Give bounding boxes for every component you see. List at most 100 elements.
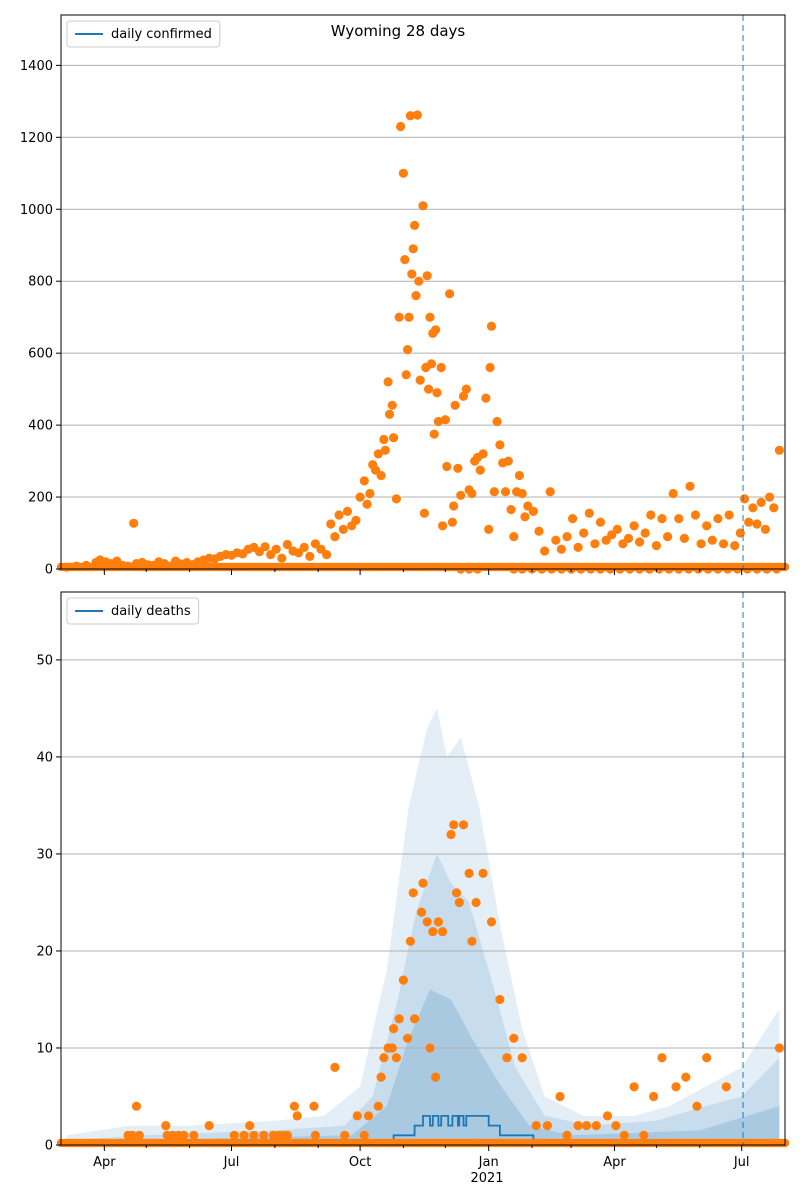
deaths-plot-frame (60, 591, 786, 1146)
deaths-data-point (449, 820, 459, 830)
figure-title: Wyoming 28 days (331, 22, 466, 40)
confirmed-data-point (410, 220, 420, 230)
deaths-data-point (517, 1053, 527, 1063)
confirmed-data-point (407, 269, 417, 279)
confirmed-data-point (355, 492, 365, 502)
deaths-panel: 0 10 20 30 40 50 Apr Jul Oct Jan Apr Jul daily deat… (36, 591, 790, 1170)
deaths-data-point (446, 829, 456, 840)
deaths-data-point (394, 1014, 404, 1024)
confirmed-data-point (730, 541, 740, 551)
confirmed-data-point (71, 561, 81, 571)
confirmed-data-point (629, 521, 639, 531)
confirmed-data-point (696, 539, 706, 549)
deaths-data-point (531, 1121, 541, 1131)
confirmed-data-point (489, 487, 499, 497)
confirmed-data-point (449, 501, 459, 511)
confirmed-data-point (495, 440, 505, 450)
confirmed-data-point (338, 524, 348, 535)
deaths-data-point (134, 1130, 144, 1140)
confirmed-data-point (517, 488, 527, 499)
deaths-data-point (502, 1053, 512, 1063)
deaths-y-tick-label: 10 (36, 1041, 53, 1056)
confirmed-data-point (528, 506, 539, 516)
deaths-data-point (363, 1111, 374, 1121)
confirmed-data-point (380, 445, 390, 455)
confirmed-data-point (590, 539, 600, 549)
deaths-data-point (292, 1111, 302, 1121)
confirmed-data-point (445, 289, 455, 299)
confirmed-legend-label: daily confirmed (111, 27, 212, 42)
confirmed-data-point (551, 535, 561, 545)
confirmed-data-point (365, 488, 375, 499)
deaths-data-point (692, 1101, 702, 1111)
confirmed-data-point (440, 415, 450, 425)
confirmed-legend: daily confirmed (66, 20, 221, 48)
confirmed-data-point (396, 121, 406, 132)
confirmed-y-tick-label: 400 (28, 419, 53, 434)
confirmed-data-point (545, 487, 555, 497)
confirmed-data-point (412, 110, 422, 120)
confirmed-data-point (514, 470, 525, 481)
deaths-data-point (422, 917, 432, 927)
confirmed-data-point (387, 400, 397, 410)
confirmed-data-point (447, 517, 457, 527)
deaths-data-point (721, 1082, 731, 1092)
deaths-x-tick-label: Apr (603, 1155, 626, 1170)
confirmed-data-point (718, 539, 729, 549)
deaths-data-point (464, 868, 474, 879)
confirmed-data-point (456, 490, 466, 500)
confirmed-data-point (534, 526, 544, 536)
confirmed-data-point (467, 488, 477, 499)
confirmed-data-point (422, 271, 432, 281)
deaths-series-line (386, 1115, 535, 1146)
confirmed-data-point (748, 503, 758, 513)
deaths-data-point (398, 975, 408, 985)
confirmed-data-point (500, 487, 511, 497)
confirmed-data-point (376, 470, 386, 481)
deaths-legend-label: daily deaths (111, 604, 191, 619)
confirmed-data-point (408, 244, 418, 254)
deaths-legend-box (66, 597, 200, 625)
deaths-band-0 (66, 708, 780, 1145)
confirmed-data-point (760, 524, 771, 535)
confirmed-data-point (739, 494, 750, 504)
confirmed-data-point (431, 325, 441, 335)
confirmed-data-point (612, 524, 622, 535)
deaths-data-point (555, 1091, 565, 1102)
deaths-data-point (359, 1130, 369, 1140)
confirmed-data-point (429, 429, 439, 439)
deaths-data-point (619, 1130, 629, 1140)
confirmed-data-point (724, 510, 734, 520)
deaths-x-tick-label: Jul (223, 1155, 240, 1170)
deaths-data-point (431, 1072, 441, 1082)
deaths-data-point (403, 1033, 413, 1043)
confirmed-data-point (359, 476, 369, 486)
confirmed-data-point (330, 532, 340, 542)
confirmed-data-point (584, 508, 594, 518)
deaths-data-point (542, 1121, 553, 1131)
confirmed-data-point (418, 201, 428, 211)
confirmed-data-point (481, 393, 491, 403)
confirmed-data-point (573, 542, 583, 553)
confirmed-data-point (503, 456, 513, 466)
confirmed-data-point (484, 524, 494, 535)
confirmed-y-tick-label: 800 (28, 275, 53, 290)
confirmed-data-point (425, 312, 435, 322)
confirmed-data-point (453, 463, 463, 473)
deaths-x-tick-label: Oct (349, 1155, 371, 1170)
deaths-data-point (467, 936, 477, 946)
deaths-data-point (591, 1121, 601, 1131)
deaths-data-point (352, 1111, 362, 1121)
deaths-data-point (389, 1024, 399, 1034)
deaths-data-point (458, 820, 469, 830)
confirmed-y-tick-label: 1400 (20, 59, 53, 74)
confirmed-data-point (424, 384, 434, 394)
deaths-data-point (249, 1130, 259, 1140)
confirmed-data-point (713, 514, 723, 524)
deaths-data-point (451, 888, 462, 898)
confirmed-data-point (398, 168, 408, 178)
confirmed-data-point (690, 510, 701, 520)
deaths-data-point (495, 994, 505, 1005)
confirmed-data-point (640, 528, 650, 538)
confirmed-data-point (260, 542, 270, 552)
